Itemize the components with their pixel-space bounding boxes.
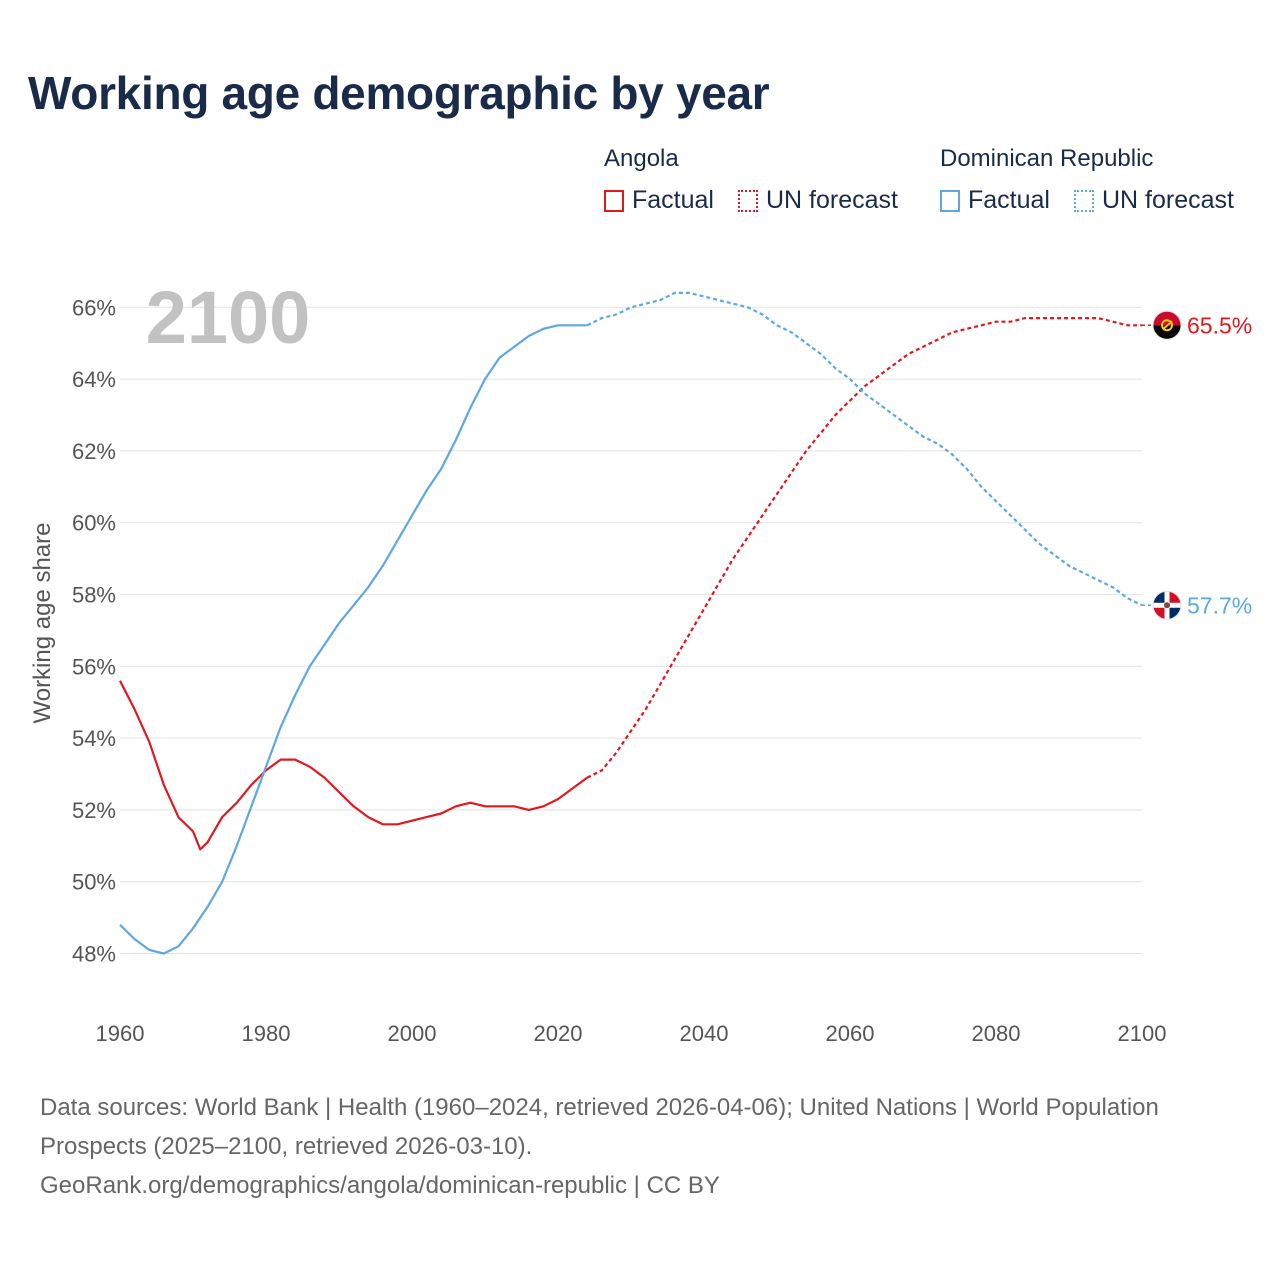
x-tick-label: 1960 xyxy=(96,1021,145,1046)
series-line-dominican-republic-forecast[interactable] xyxy=(586,291,1143,607)
x-tick-label: 2040 xyxy=(680,1021,729,1046)
legend-item-angola-forecast[interactable]: UN forecast xyxy=(738,186,898,215)
legend-label-angola-forecast: UN forecast xyxy=(766,186,898,214)
series-line-angola-factual[interactable] xyxy=(119,680,588,851)
legend-swatch-angola-forecast xyxy=(738,189,758,212)
line-chart: 2100 48% 50% 52% 54% 56% 58% 60% 62% 64% 66% 1960… xyxy=(29,276,1252,1046)
series-lines xyxy=(119,291,1143,955)
legend-label-dominican-republic-factual: Factual xyxy=(968,186,1050,214)
source-note: Data sources: World Bank | Health (1960–… xyxy=(40,1088,1240,1205)
x-tick-label: 1980 xyxy=(242,1021,291,1046)
grid-lines xyxy=(120,306,1142,954)
legend-group-dominican-republic: Dominican Republic xyxy=(940,145,1154,172)
chart-title: Working age demographic by year xyxy=(28,67,770,119)
y-tick-label: 56% xyxy=(72,654,116,679)
legend-label-dominican-republic-forecast: UN forecast xyxy=(1102,186,1234,214)
series-line-dominican-republic-factual[interactable] xyxy=(119,324,588,955)
y-axis-ticks: 48% 50% 52% 54% 56% 58% 60% 62% 64% 66% xyxy=(72,295,116,966)
legend-group-angola: Angola xyxy=(604,145,679,172)
x-tick-label: 2020 xyxy=(534,1021,583,1046)
source-text: Data sources: World Bank | Health (1960–… xyxy=(40,1094,1159,1160)
y-tick-label: 58% xyxy=(72,583,116,608)
x-tick-label: 2080 xyxy=(972,1021,1021,1046)
y-tick-label: 48% xyxy=(72,942,116,967)
legend-item-dominican-republic-factual[interactable]: Factual xyxy=(940,186,1050,215)
end-label-angola: 65.5% xyxy=(1187,312,1252,338)
x-tick-label: 2060 xyxy=(826,1021,875,1046)
y-tick-label: 62% xyxy=(72,439,116,464)
x-tick-label: 2000 xyxy=(388,1021,437,1046)
end-label-dominican-republic: 57.7% xyxy=(1187,592,1252,618)
legend-label-angola-factual: Factual xyxy=(632,186,714,214)
y-tick-label: 60% xyxy=(72,511,116,536)
y-tick-label: 66% xyxy=(72,295,116,320)
y-tick-label: 64% xyxy=(72,367,116,392)
end-markers: 65.5% 57.7% xyxy=(1142,310,1252,620)
y-tick-label: 54% xyxy=(72,726,116,751)
source-link[interactable]: GeoRank.org/demographics/angola/dominica… xyxy=(40,1172,720,1199)
year-watermark: 2100 xyxy=(146,276,311,359)
legend-item-angola-factual[interactable]: Factual xyxy=(604,186,714,215)
angola-flag-icon xyxy=(1152,310,1182,340)
x-axis-ticks: 1960 1980 2000 2020 2040 2060 2080 2100 xyxy=(96,1021,1167,1046)
x-tick-label: 2100 xyxy=(1118,1021,1167,1046)
y-tick-label: 52% xyxy=(72,798,116,823)
y-tick-label: 50% xyxy=(72,870,116,895)
dominican-republic-flag-icon xyxy=(1152,590,1182,620)
y-axis-label: Working age share xyxy=(29,523,56,724)
series-line-angola-forecast[interactable] xyxy=(586,317,1142,779)
legend-swatch-dominican-republic-forecast xyxy=(1074,189,1094,212)
legend-swatch-angola-factual xyxy=(604,189,624,212)
legend-item-dominican-republic-forecast[interactable]: UN forecast xyxy=(1074,186,1234,215)
legend-swatch-dominican-republic-factual xyxy=(940,189,960,212)
